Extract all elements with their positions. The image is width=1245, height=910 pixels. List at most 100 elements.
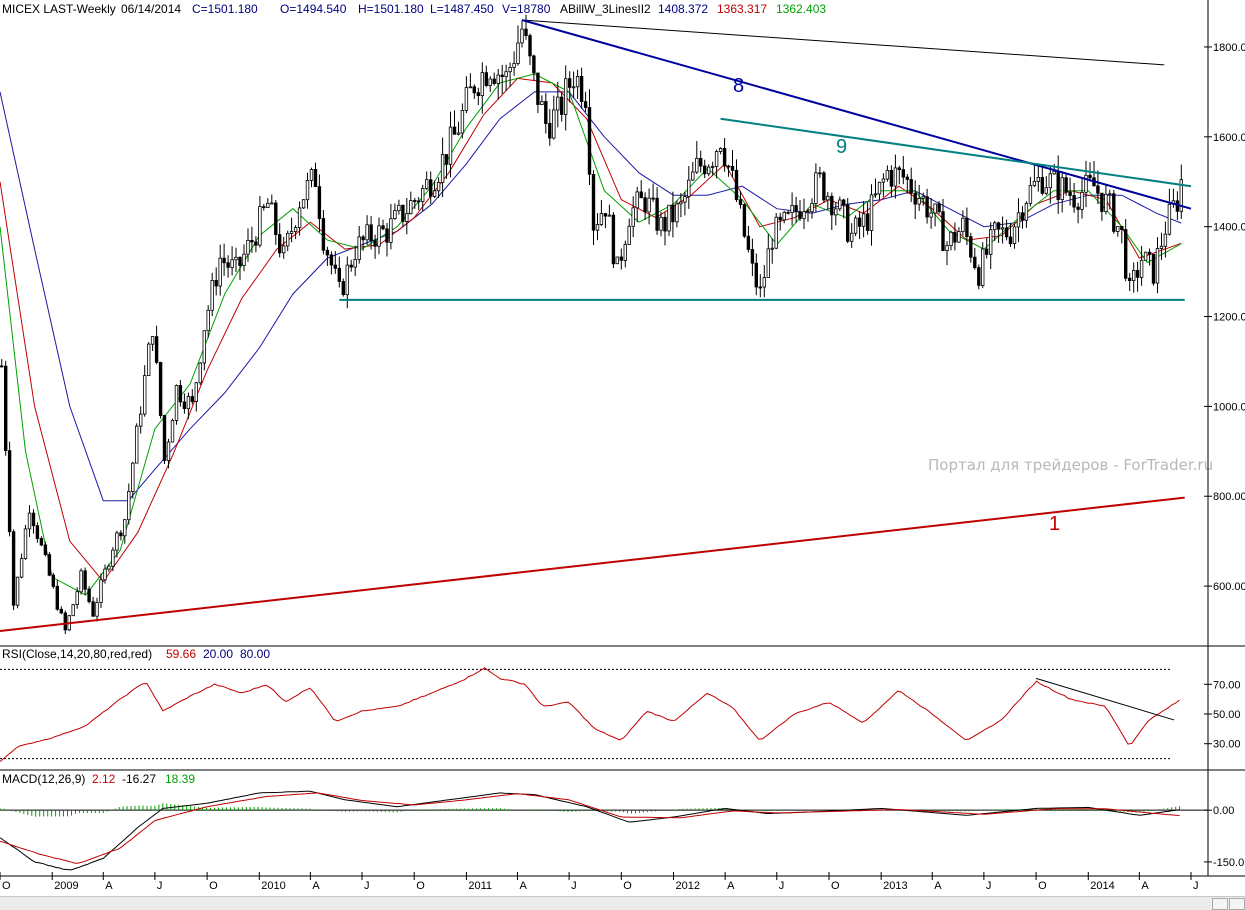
- candle-body: [850, 232, 854, 242]
- candle-body: [635, 191, 639, 209]
- candle-body: [23, 528, 28, 560]
- candle-body: [921, 196, 925, 199]
- candle-body: [127, 490, 131, 521]
- x-tick-label: 2013: [883, 880, 907, 892]
- candle-body: [516, 42, 520, 64]
- rsi-header-low: 20.00: [203, 647, 233, 661]
- candle-body: [1084, 174, 1088, 193]
- trend-line-top-thin: [521, 19, 1165, 66]
- candle-body: [198, 362, 202, 384]
- candle-body: [206, 309, 210, 332]
- x-tick-label: A: [727, 880, 735, 892]
- candle-body: [424, 179, 429, 189]
- candle-body: [810, 202, 814, 213]
- candle-body: [754, 262, 758, 288]
- candle-body: [305, 179, 310, 201]
- candle-body: [1100, 192, 1104, 212]
- candle-body: [738, 199, 743, 205]
- candle-body: [103, 568, 107, 581]
- x-tick-label: J: [364, 880, 370, 892]
- candle-body: [1028, 185, 1033, 204]
- candle-body: [1159, 245, 1164, 249]
- candle-body: [35, 525, 40, 539]
- rsi-header-value: 59.66: [166, 647, 196, 661]
- candle-body: [218, 257, 222, 287]
- candle-body: [202, 330, 206, 364]
- candle-body: [476, 92, 480, 96]
- candle-body: [1000, 227, 1005, 230]
- candle-body: [123, 519, 127, 537]
- candle-body: [373, 240, 377, 247]
- x-tick-label: J: [157, 880, 163, 892]
- y-tick-label: 1400.0: [1213, 222, 1245, 234]
- candle-body: [4, 365, 8, 452]
- candle-body: [933, 203, 937, 214]
- candle-body: [488, 78, 492, 86]
- candle-body: [258, 206, 262, 246]
- candle-body: [583, 101, 588, 108]
- candle-body: [969, 236, 973, 258]
- candle-body: [556, 96, 560, 111]
- candle-body: [595, 224, 600, 231]
- candle-body: [186, 396, 191, 410]
- candle-body: [790, 205, 794, 213]
- candle-body: [794, 205, 798, 213]
- candle-body: [913, 192, 917, 205]
- candle-body: [1104, 193, 1108, 212]
- candle-body: [238, 256, 242, 266]
- candle-body: [405, 213, 409, 222]
- candle-body: [893, 167, 898, 187]
- scroll-left-button[interactable]: [1212, 898, 1228, 910]
- candle-body: [1004, 227, 1009, 238]
- candle-body: [1048, 173, 1052, 189]
- candle-body: [627, 225, 631, 245]
- candle-body: [1179, 179, 1183, 212]
- candle-body: [55, 585, 59, 610]
- y-tick-label: 800.00: [1213, 491, 1245, 503]
- rsi-line: [0, 667, 1180, 762]
- candle-body: [575, 76, 580, 88]
- candle-body: [87, 588, 91, 603]
- x-tick-label: A: [934, 880, 942, 892]
- macd-tick-label: 0.00: [1213, 805, 1234, 817]
- y-axis-ticks: 600.00 800.00 1000.0 1200.0 1400.0 1600.0 1800…: [1204, 42, 1245, 593]
- candle-body: [981, 248, 985, 286]
- candle-body: [961, 217, 965, 233]
- candle-body: [806, 211, 810, 214]
- candle-body: [250, 239, 254, 243]
- candle-body: [758, 286, 762, 289]
- candle-body: [131, 462, 135, 492]
- candle-body: [166, 441, 171, 461]
- scroll-right-button[interactable]: [1229, 898, 1245, 910]
- macd-signal-line: [0, 792, 1180, 864]
- candle-body: [1088, 174, 1092, 179]
- candle-body: [277, 234, 282, 254]
- candle-body: [385, 228, 389, 243]
- candle-body: [222, 257, 226, 264]
- candle-body: [643, 197, 647, 213]
- candle-body: [1024, 203, 1029, 221]
- horizontal-scrollbar[interactable]: [0, 896, 1245, 910]
- candle-body: [1080, 191, 1084, 210]
- candle-body: [703, 165, 707, 175]
- candle-body: [834, 208, 838, 216]
- candle-body: [1012, 226, 1017, 244]
- candle-body: [1132, 269, 1136, 281]
- x-tick-label: O: [623, 880, 632, 892]
- candle-body: [1072, 194, 1076, 208]
- x-tick-label: O: [209, 880, 218, 892]
- candle-body: [544, 101, 548, 124]
- candle-body: [448, 126, 453, 165]
- candle-body: [345, 264, 349, 296]
- candle-body: [432, 190, 437, 197]
- candle-body: [838, 199, 842, 210]
- candle-body: [603, 213, 608, 217]
- header-volume: V=18780: [502, 2, 551, 16]
- candle-body: [977, 267, 981, 286]
- candle-body: [27, 512, 32, 530]
- candle-body: [873, 193, 878, 196]
- candle-body: [925, 196, 929, 218]
- candle-body: [7, 450, 12, 533]
- candle-body: [456, 132, 461, 135]
